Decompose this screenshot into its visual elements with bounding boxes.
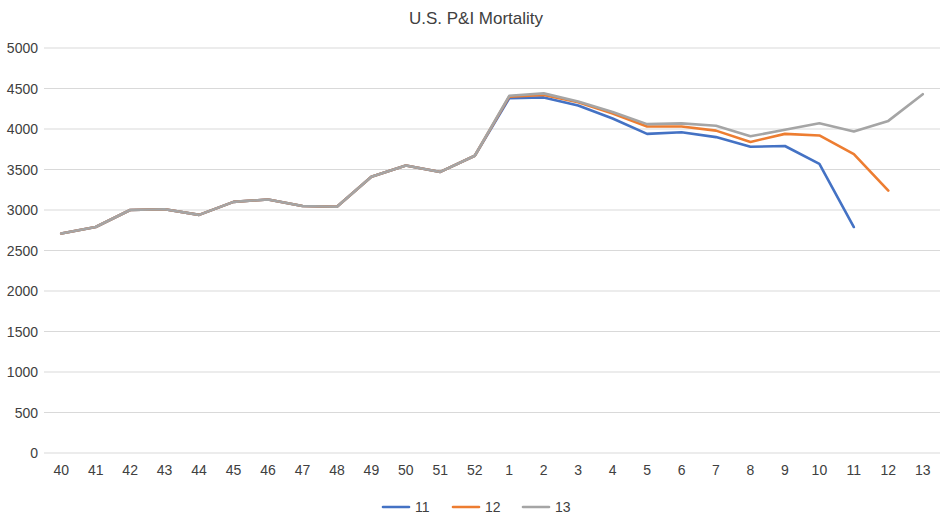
legend-label: 12 — [485, 499, 501, 515]
y-tick-label: 5000 — [7, 40, 38, 56]
y-tick-label: 3500 — [7, 162, 38, 178]
x-tick-label: 42 — [122, 462, 138, 478]
x-tick-label: 1 — [505, 462, 513, 478]
x-tick-label: 2 — [540, 462, 548, 478]
x-tick-label: 3 — [574, 462, 582, 478]
y-tick-label: 4000 — [7, 121, 38, 137]
y-tick-label: 2000 — [7, 283, 38, 299]
grid-line — [44, 453, 940, 454]
series-line — [61, 93, 923, 233]
legend-label: 11 — [415, 499, 430, 515]
x-tick-label: 44 — [191, 462, 207, 478]
x-tick-label: 13 — [915, 462, 931, 478]
grid-line — [44, 169, 940, 170]
legend-label: 13 — [555, 499, 571, 515]
x-tick-label: 12 — [881, 462, 897, 478]
x-tick-label: 11 — [847, 462, 862, 478]
grid-line — [44, 412, 940, 413]
series-line — [61, 97, 854, 233]
x-tick-label: 46 — [260, 462, 276, 478]
y-tick-label: 3000 — [7, 202, 38, 218]
x-tick-label: 52 — [467, 462, 483, 478]
x-tick-label: 50 — [398, 462, 414, 478]
x-tick-label: 8 — [747, 462, 755, 478]
y-tick-label: 500 — [15, 405, 39, 421]
y-tick-label: 0 — [30, 445, 38, 461]
y-tick-label: 4500 — [7, 81, 38, 97]
grid-line — [44, 88, 940, 89]
x-tick-label: 10 — [812, 462, 828, 478]
x-tick-label: 6 — [678, 462, 686, 478]
x-tick-label: 40 — [53, 462, 69, 478]
x-tick-label: 7 — [712, 462, 720, 478]
legend-swatch — [383, 506, 409, 509]
legend-swatch — [453, 506, 479, 509]
chart: U.S. P&I Mortality 0 500 1000 1500 2000 2500 30… — [0, 0, 952, 522]
title: U.S. P&I Mortality — [409, 9, 544, 28]
grid-line — [44, 250, 940, 251]
grid-line — [44, 372, 940, 373]
y-tick-label: 1500 — [7, 324, 38, 340]
x-tick-label: 49 — [364, 462, 380, 478]
x-tick-label: 45 — [226, 462, 242, 478]
x-tick-label: 5 — [643, 462, 651, 478]
plot-area — [61, 93, 923, 233]
y-tick-label: 2500 — [7, 243, 38, 259]
x-tick-label: 48 — [329, 462, 345, 478]
grid-line — [44, 291, 940, 292]
x-tick-label: 51 — [433, 462, 449, 478]
x-tick-label: 43 — [157, 462, 173, 478]
x-tick-label: 9 — [781, 462, 789, 478]
grid-line — [44, 331, 940, 332]
x-tick-label: 41 — [88, 462, 104, 478]
y-tick-label: 1000 — [7, 364, 38, 380]
grid-line — [44, 48, 940, 49]
legend-swatch — [523, 506, 549, 509]
x-tick-label: 47 — [295, 462, 311, 478]
x-tick-label: 4 — [609, 462, 617, 478]
